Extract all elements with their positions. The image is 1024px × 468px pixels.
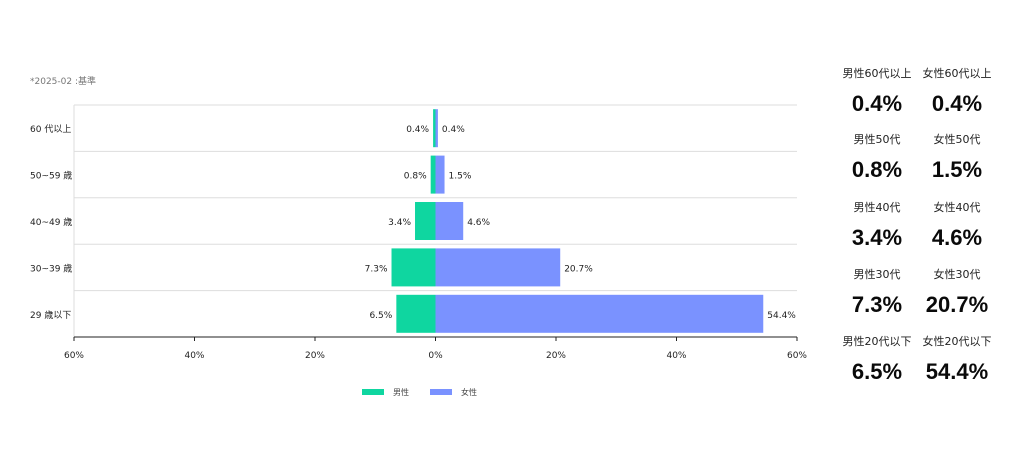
category-label: 60 代以上: [30, 124, 71, 135]
stat-row-30s: 男性30代 7.3% 女性30代 20.7%: [836, 267, 1006, 331]
x-tick-label: 40%: [184, 351, 204, 361]
data-label-male: 0.8%: [404, 172, 427, 182]
stat-value: 20.7%: [925, 292, 989, 317]
category-label: 40~49 歳: [30, 216, 72, 228]
stat-male-60s: 男性60代以上 0.4%: [836, 66, 918, 120]
data-label-male: 6.5%: [369, 311, 392, 321]
stat-male-30s: 男性30代 7.3%: [836, 267, 918, 321]
stat-label: 男性20代以下: [842, 335, 912, 348]
legend-swatch-female: [430, 389, 452, 395]
stat-value: 0.8%: [851, 157, 903, 182]
bar-male: [415, 202, 436, 240]
bar-female: [435, 109, 438, 148]
category-label: 29 歳以下: [30, 309, 71, 321]
stat-label: 女性60代以上: [922, 67, 992, 80]
data-label-female: 0.4%: [442, 125, 465, 135]
stat-value: 0.4%: [931, 91, 983, 116]
x-tick-label: 40%: [666, 351, 686, 361]
bar-male: [396, 294, 436, 333]
x-tick-label: 20%: [546, 351, 566, 361]
stat-label: 男性30代: [853, 268, 901, 281]
x-tick-label: 0%: [428, 351, 443, 361]
bar-female: [435, 202, 464, 240]
data-label-female: 20.7%: [564, 264, 593, 274]
stat-female-60s: 女性60代以上 0.4%: [916, 66, 998, 120]
stat-label: 女性50代: [933, 133, 981, 146]
base-date-note: *2025-02 :基準: [30, 77, 96, 87]
stat-female-20s: 女性20代以下 54.4%: [916, 334, 998, 388]
legend-label-female: 女性: [461, 387, 477, 397]
stat-label: 女性30代: [933, 268, 981, 281]
data-label-male: 3.4%: [388, 218, 411, 228]
stat-female-50s: 女性50代 1.5%: [916, 132, 998, 186]
stat-female-30s: 女性30代 20.7%: [916, 267, 998, 321]
bar-male: [430, 155, 436, 194]
stat-row-60s: 男性60代以上 0.4% 女性60代以上 0.4%: [836, 66, 1006, 130]
stat-row-50s: 男性50代 0.8% 女性50代 1.5%: [836, 132, 1006, 196]
stat-label: 男性50代: [853, 133, 901, 146]
stat-label: 男性40代: [853, 201, 901, 214]
bar-male: [433, 109, 436, 148]
stat-value: 4.6%: [931, 225, 983, 250]
data-label-female: 4.6%: [467, 218, 490, 228]
data-label-male: 7.3%: [365, 264, 388, 274]
stat-male-50s: 男性50代 0.8%: [836, 132, 918, 186]
stat-label: 女性40代: [933, 201, 981, 214]
population-pyramid-chart: 60 代以上 0.4% 0.4% 50~59 歳 0.8% 1.5% 40~49 歳 3.4%…: [30, 104, 807, 397]
stat-male-20s: 男性20代以下 6.5%: [836, 334, 918, 388]
x-tick-label: 60%: [64, 351, 84, 361]
bar-male: [391, 248, 436, 287]
stat-label: 男性60代以上: [842, 67, 912, 80]
stat-value: 7.3%: [851, 292, 903, 317]
legend-label-male: 男性: [393, 387, 409, 397]
stat-row-20s: 男性20代以下 6.5% 女性20代以下 54.4%: [836, 334, 1006, 398]
bar-female: [435, 294, 764, 333]
stat-value: 0.4%: [851, 91, 903, 116]
bar-female: [435, 248, 561, 287]
stat-value: 3.4%: [851, 225, 903, 250]
data-label-female: 54.4%: [767, 311, 796, 321]
stat-female-40s: 女性40代 4.6%: [916, 200, 998, 254]
data-label-female: 1.5%: [449, 172, 472, 182]
category-label: 50~59 歳: [30, 170, 72, 182]
legend-swatch-male: [362, 389, 384, 395]
data-label-male: 0.4%: [406, 125, 429, 135]
category-label: 30~39 歳: [30, 262, 72, 274]
stat-value: 1.5%: [931, 157, 983, 182]
stat-value: 54.4%: [925, 359, 989, 384]
x-tick-label: 20%: [305, 351, 325, 361]
stat-value: 6.5%: [851, 359, 903, 384]
stat-label: 女性20代以下: [922, 335, 992, 348]
bar-female: [435, 155, 445, 194]
x-tick-label: 60%: [787, 351, 807, 361]
stat-row-40s: 男性40代 3.4% 女性40代 4.6%: [836, 200, 1006, 264]
stat-male-40s: 男性40代 3.4%: [836, 200, 918, 254]
